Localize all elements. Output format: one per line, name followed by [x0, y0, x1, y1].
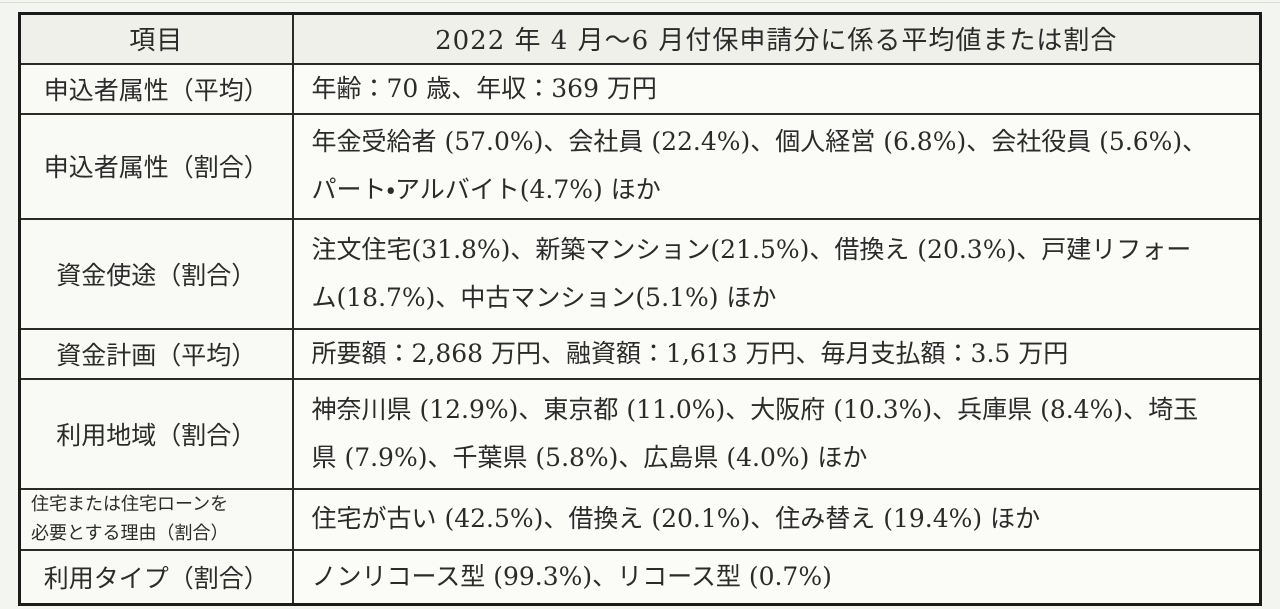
table-header-row: 項目 2022 年 4 月～6 月付保申請分に係る平均値または割合 [18, 12, 1262, 65]
table-row: 申込者属性（割合） 年金受給者 (57.0%)、会社員 (22.4%)、個人経営… [18, 112, 1262, 220]
header-item-cell: 項目 [18, 12, 294, 65]
header-value-cell: 2022 年 4 月～6 月付保申請分に係る平均値または割合 [291, 12, 1262, 65]
row-label-cell: 申込者属性（割合） [18, 112, 294, 220]
row-label-cell: 申込者属性（平均） [18, 62, 294, 115]
scan-artifact-line [0, 2, 1280, 3]
row-label-cell: 住宅または住宅ローンを 必要とする理由（割合） [18, 487, 294, 551]
row-label-cell: 資金使途（割合） [18, 217, 294, 330]
table-row: 住宅または住宅ローンを 必要とする理由（割合） 住宅が古い (42.5%)、借換… [18, 487, 1262, 551]
table-row: 利用地域（割合） 神奈川県 (12.9%)、東京都 (11.0%)、大阪府 (1… [18, 377, 1262, 490]
row-label-cell: 利用地域（割合） [18, 377, 294, 490]
row-label-cell: 利用タイプ（割合） [18, 548, 294, 606]
row-value-cell: 所要額：2,868 万円、融資額：1,613 万円、毎月支払額：3.5 万円 [291, 327, 1262, 380]
table-row: 利用タイプ（割合） ノンリコース型 (99.3%)、リコース型 (0.7%) [18, 548, 1262, 606]
table-row: 資金計画（平均） 所要額：2,868 万円、融資額：1,613 万円、毎月支払額… [18, 327, 1262, 380]
row-value-cell: 住宅が古い (42.5%)、借換え (20.1%)、住み替え (19.4%) ほ… [291, 487, 1262, 551]
row-label-cell: 資金計画（平均） [18, 327, 294, 380]
row-value-cell: 年金受給者 (57.0%)、会社員 (22.4%)、個人経営 (6.8%)、会社… [291, 112, 1262, 220]
row-value-cell: 年齢：70 歳、年収：369 万円 [291, 62, 1262, 115]
row-value-cell: 神奈川県 (12.9%)、東京都 (11.0%)、大阪府 (10.3%)、兵庫県… [291, 377, 1262, 490]
table-row: 申込者属性（平均） 年齢：70 歳、年収：369 万円 [18, 62, 1262, 115]
statistics-table: 項目 2022 年 4 月～6 月付保申請分に係る平均値または割合 申込者属性（… [18, 12, 1262, 607]
table-row: 資金使途（割合） 注文住宅(31.8%)、新築マンション(21.5%)、借換え … [18, 217, 1262, 330]
row-value-cell: 注文住宅(31.8%)、新築マンション(21.5%)、借換え (20.3%)、戸… [291, 217, 1262, 330]
row-value-cell: ノンリコース型 (99.3%)、リコース型 (0.7%) [291, 548, 1262, 606]
